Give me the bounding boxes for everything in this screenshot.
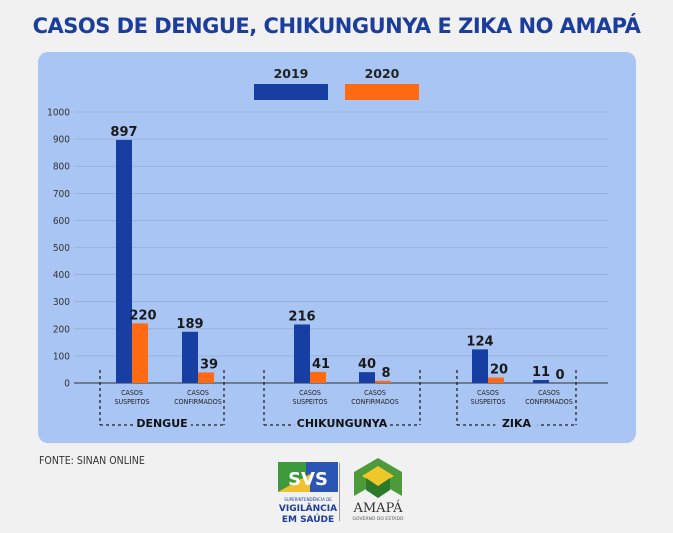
data-label: 124 (466, 334, 493, 349)
category-label: CASOS (299, 389, 321, 397)
bar (488, 377, 504, 383)
legend-label: 2020 (365, 66, 400, 81)
data-label: 11 (532, 365, 550, 380)
bar (116, 139, 132, 383)
y-tick-label: 500 (53, 243, 70, 254)
category-label: CASOS (538, 389, 560, 397)
bar (294, 324, 310, 383)
category-label: CASOS (187, 389, 209, 397)
data-label: 897 (110, 125, 137, 140)
bar (182, 331, 198, 383)
bar (533, 380, 549, 383)
y-tick-label: 600 (53, 216, 70, 227)
y-tick-label: 300 (53, 297, 70, 308)
chart-title: CASOS DE DENGUE, CHIKUNGUNYA E ZIKA NO A… (32, 14, 641, 38)
group-label-bg (133, 416, 191, 430)
bar (472, 349, 488, 383)
svs-logo: SVS SUPERINTENDÊNCIA DE VIGILÂNCIA EM SA… (278, 462, 338, 525)
y-tick-label: 700 (53, 189, 70, 200)
group-label-bg (495, 416, 538, 430)
category-label: CASOS (364, 389, 386, 397)
y-tick-label: 900 (53, 135, 70, 146)
amapa-logo-name: AMAPÁ (352, 500, 403, 516)
category-label: CONFIRMADOS (525, 398, 572, 406)
data-label: 216 (288, 309, 315, 324)
legend-swatch (345, 84, 419, 100)
amapa-logo: AMAPÁ GOVERNO DO ESTADO (352, 458, 404, 522)
y-tick-label: 400 (53, 270, 70, 281)
category-label: CONFIRMADOS (174, 398, 221, 406)
group-label: ZIKA (502, 417, 532, 430)
bar (198, 372, 214, 383)
amapa-logo-line1: GOVERNO DO ESTADO (353, 516, 404, 522)
y-tick-label: 0 (64, 379, 70, 390)
bar (132, 323, 148, 383)
data-label: 0 (555, 368, 564, 383)
svs-logo-line1: SUPERINTENDÊNCIA DE (284, 497, 332, 502)
data-label: 189 (176, 317, 203, 332)
chart-panel: 0 100 200 300 400 500 600 700 800 900 1000 2019 2020… (38, 52, 636, 443)
svs-logo-mark: SVS (288, 469, 328, 490)
source-note: FONTE: SINAN ONLINE (39, 455, 145, 467)
category-label: SUSPEITOS (292, 398, 327, 406)
svs-logo-line2: VIGILÂNCIA (279, 502, 337, 514)
data-label: 20 (490, 363, 508, 378)
y-tick-label: 800 (53, 162, 70, 173)
category-label: SUSPEITOS (470, 398, 505, 406)
group-label: DENGUE (136, 417, 187, 430)
y-tick-label: 1000 (47, 108, 70, 119)
y-tick-label: 200 (53, 324, 70, 335)
logo-divider (339, 463, 340, 521)
data-label: 41 (312, 357, 330, 372)
bar (359, 372, 375, 383)
svs-logo-line3: EM SAÚDE (282, 513, 334, 525)
data-label: 39 (200, 357, 218, 372)
group-label-bg (294, 416, 390, 430)
category-label: CASOS (121, 389, 143, 397)
group-label: CHIKUNGUNYA (297, 417, 388, 430)
legend-label: 2019 (274, 66, 309, 81)
category-label: CASOS (477, 389, 499, 397)
y-tick-label: 100 (53, 351, 70, 362)
data-label: 220 (129, 308, 156, 323)
category-label: SUSPEITOS (114, 398, 149, 406)
data-label: 8 (381, 366, 390, 381)
bar (310, 371, 326, 383)
bar (375, 380, 391, 383)
category-label: CONFIRMADOS (351, 398, 398, 406)
data-label: 40 (358, 357, 376, 372)
legend-swatch (254, 84, 328, 100)
